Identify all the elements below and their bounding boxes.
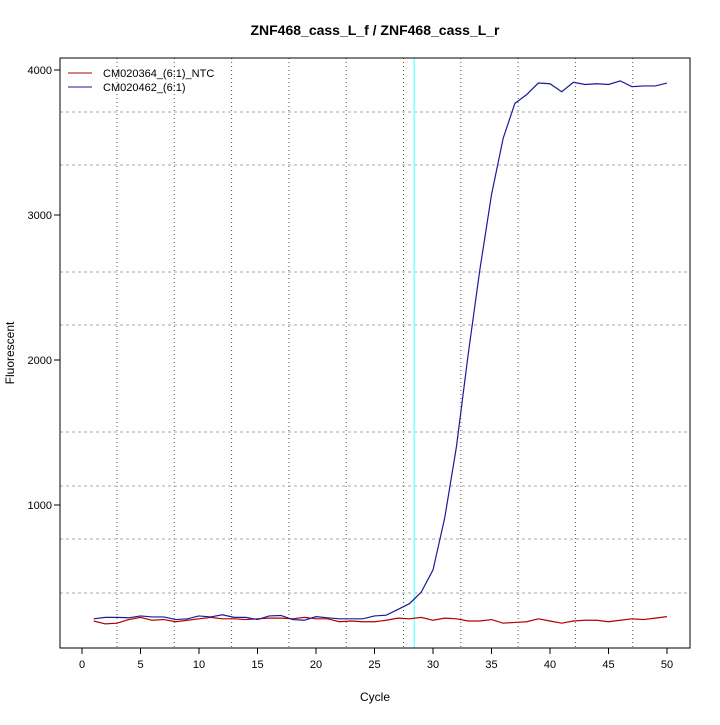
y-tick-label: 1000 <box>28 500 52 512</box>
x-tick-label: 35 <box>485 659 497 671</box>
grid <box>60 58 691 648</box>
legend-label: CM020462_(6:1) <box>103 82 186 94</box>
x-tick-label: 45 <box>602 659 614 671</box>
x-axis: 0 5 10 15 20 25 30 35 40 45 50 <box>79 648 673 671</box>
x-tick-label: 10 <box>193 659 205 671</box>
plot-frame <box>59 57 691 649</box>
legend: CM020364_(6:1)_NTC CM020462_(6:1) <box>68 68 214 94</box>
chart-title: ZNF468_cass_L_f / ZNF468_cass_L_r <box>250 22 500 38</box>
y-axis-label: Fluorescent <box>3 321 17 384</box>
x-tick-label: 20 <box>310 659 322 671</box>
x-tick-label: 30 <box>427 659 439 671</box>
y-axis: 1000 2000 3000 4000 <box>28 65 60 512</box>
legend-label: CM020364_(6:1)_NTC <box>103 68 214 80</box>
x-tick-label: 15 <box>251 659 263 671</box>
y-tick-label: 3000 <box>28 210 52 222</box>
y-tick-label: 4000 <box>28 65 52 77</box>
x-tick-label: 0 <box>79 659 85 671</box>
series-line-1 <box>93 80 668 621</box>
x-tick-label: 40 <box>544 659 556 671</box>
x-tick-label: 5 <box>137 659 143 671</box>
x-axis-label: Cycle <box>360 690 390 704</box>
series-group <box>93 80 668 625</box>
x-tick-label: 50 <box>661 659 673 671</box>
y-tick-label: 2000 <box>28 355 52 367</box>
series-line-0 <box>93 616 668 625</box>
x-tick-label: 25 <box>368 659 380 671</box>
